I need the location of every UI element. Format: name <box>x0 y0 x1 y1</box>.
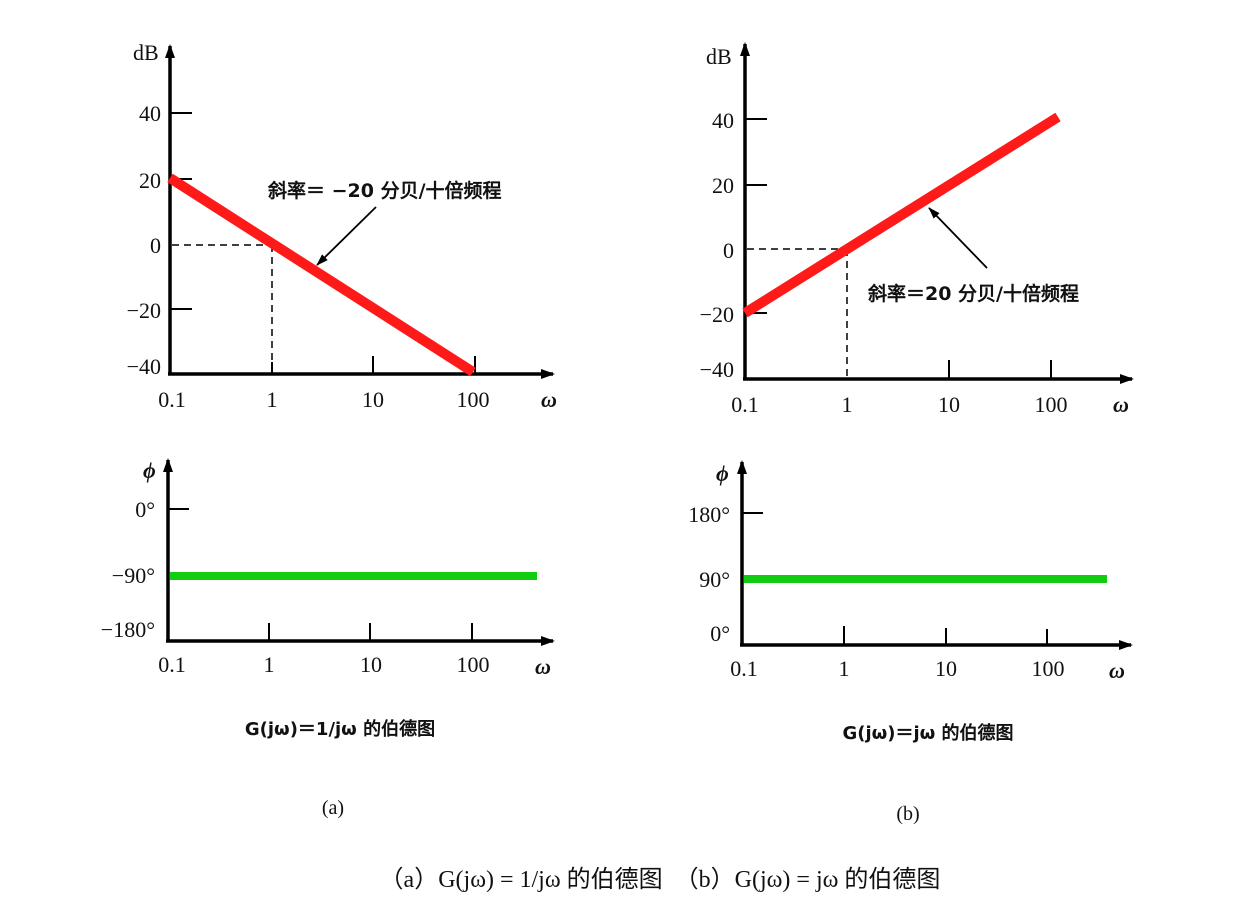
x-tick-label: 100 <box>1032 656 1065 681</box>
x-tick-label: 1 <box>839 656 850 681</box>
y-tick-label: −40 <box>700 357 734 382</box>
panel-b-subtitle: G(jω)＝jω 的伯德图 <box>842 722 1013 744</box>
x-tick-label: 100 <box>457 387 490 412</box>
y-tick-label: −90° <box>112 563 155 588</box>
x-tick-label: 0.1 <box>731 392 759 417</box>
panel-a-subtitle: G(jω)＝1/jω 的伯德图 <box>245 718 435 740</box>
y-tick-label: 40 <box>712 108 734 133</box>
y-tick-label: 0 <box>723 238 734 263</box>
y-tick-label: −20 <box>700 302 734 327</box>
x-tick-label: 10 <box>935 656 957 681</box>
panel-a-tag: (a) <box>322 797 344 819</box>
slope-annotation: 斜率＝20 分贝/十倍频程 <box>867 282 1079 305</box>
x-tick-label: 1 <box>842 392 853 417</box>
y-axis-label: ϕ <box>716 461 729 486</box>
panel-b-magnitude-plot: dB 40 20 0 −20 −40 0.1 1 10 100 ω 斜率＝20 … <box>700 42 1134 417</box>
magnitude-line <box>167 173 476 377</box>
y-tick-label: −40 <box>127 354 161 379</box>
panel-b-tag: (b) <box>896 803 919 825</box>
x-tick-label: 0.1 <box>158 387 186 412</box>
x-tick-label: 10 <box>362 387 384 412</box>
y-tick-label: 0 <box>150 233 161 258</box>
y-tick-label: 0° <box>135 497 155 522</box>
x-tick-label: 10 <box>938 392 960 417</box>
y-axis-label: dB <box>706 44 732 69</box>
figure-caption: （a）G(jω) = 1/jω 的伯德图 （b）G(jω) = jω 的伯德图 <box>380 866 941 893</box>
panel-a-magnitude-plot: dB 40 20 0 −20 −40 0.1 1 10 100 ω 斜率＝ −2… <box>127 40 557 412</box>
x-axis-label: ω <box>541 387 557 412</box>
x-axis-label: ω <box>535 654 551 679</box>
x-tick-label: 1 <box>267 387 278 412</box>
y-tick-label: 90° <box>699 567 730 592</box>
x-tick-label: 0.1 <box>158 652 186 677</box>
panel-a-phase-plot: ϕ 0° −90° −180° 0.1 1 10 100 ω <box>101 458 555 679</box>
x-tick-label: 100 <box>457 652 490 677</box>
y-axis-label: dB <box>133 40 159 65</box>
y-tick-label: −180° <box>101 617 155 642</box>
annotation-arrow <box>316 206 377 266</box>
y-axis-label: ϕ <box>143 458 156 483</box>
slope-annotation: 斜率＝ −20 分贝/十倍频程 <box>267 179 502 202</box>
y-tick-label: 20 <box>139 168 161 193</box>
x-tick-label: 1 <box>264 652 275 677</box>
magnitude-line <box>742 112 1061 318</box>
y-tick-label: 180° <box>688 502 730 527</box>
y-tick-label: 0° <box>710 621 730 646</box>
panel-b-phase-plot: ϕ 180° 90° 0° 0.1 1 10 100 ω <box>688 460 1133 683</box>
x-axis-label: ω <box>1109 658 1125 683</box>
x-axis-label: ω <box>1113 392 1129 417</box>
annotation-arrow <box>928 207 988 269</box>
x-tick-label: 10 <box>360 652 382 677</box>
y-tick-label: 20 <box>712 173 734 198</box>
x-tick-label: 100 <box>1035 392 1068 417</box>
y-tick-label: −20 <box>127 298 161 323</box>
x-tick-label: 0.1 <box>730 656 758 681</box>
y-tick-label: 40 <box>139 101 161 126</box>
